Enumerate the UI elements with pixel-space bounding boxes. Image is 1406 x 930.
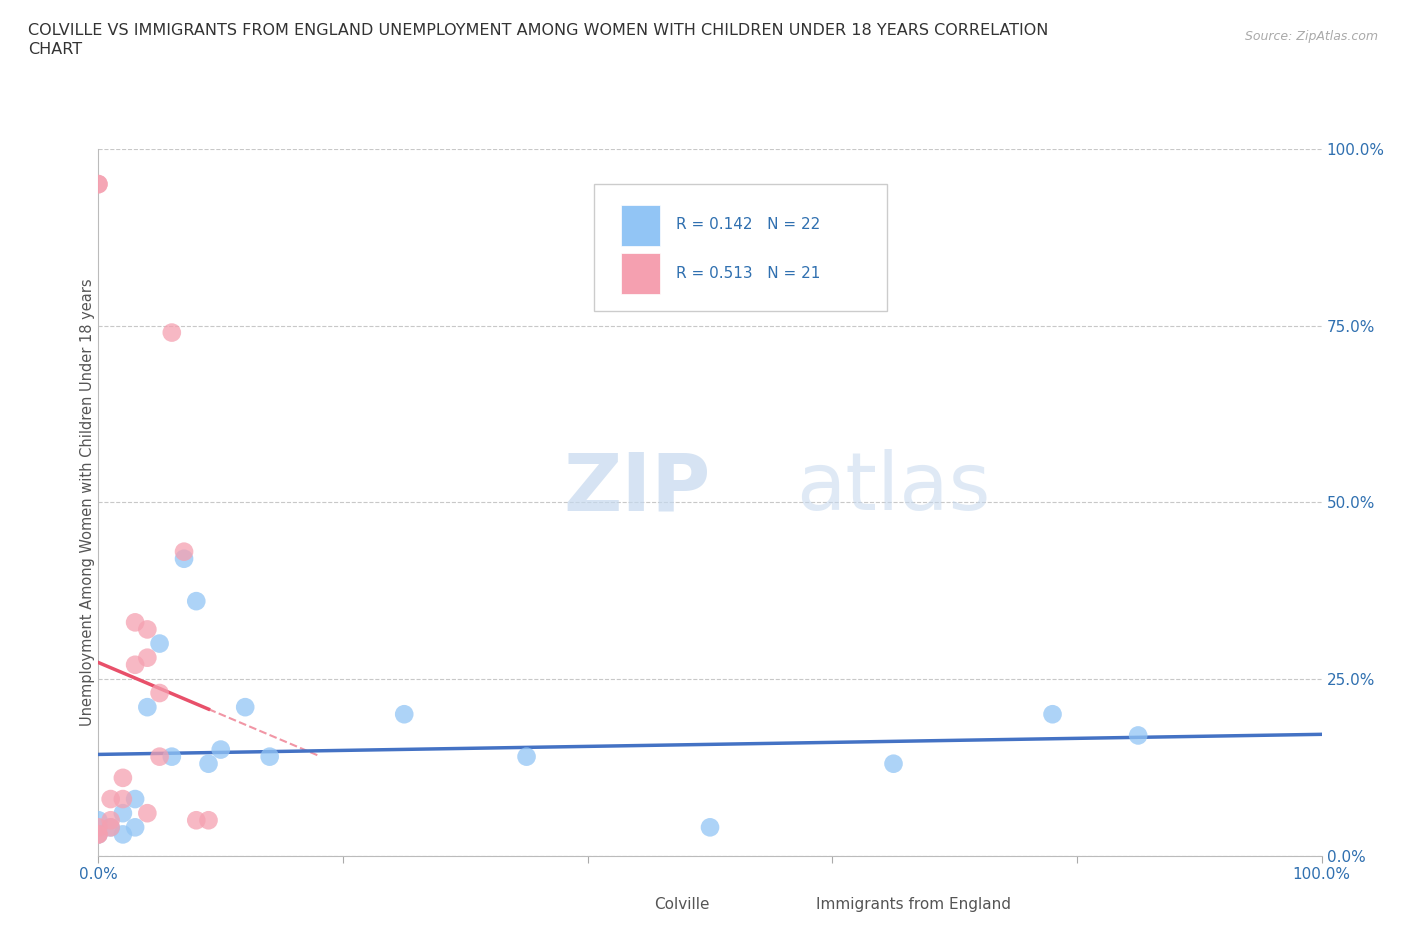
Point xyxy=(87,820,110,835)
Point xyxy=(149,636,172,651)
Point xyxy=(124,658,146,672)
FancyBboxPatch shape xyxy=(765,891,801,918)
Point xyxy=(100,791,122,806)
Point xyxy=(87,827,110,842)
Point xyxy=(186,813,208,828)
Point xyxy=(136,805,159,820)
Point xyxy=(87,827,110,842)
Text: atlas: atlas xyxy=(796,449,990,527)
Text: CHART: CHART xyxy=(28,42,82,57)
Point xyxy=(100,820,122,835)
Text: ZIP: ZIP xyxy=(564,449,710,527)
Text: R = 0.513   N = 21: R = 0.513 N = 21 xyxy=(676,266,820,281)
Point xyxy=(515,750,537,764)
Point xyxy=(136,622,159,637)
Point xyxy=(209,742,232,757)
FancyBboxPatch shape xyxy=(620,205,659,246)
Point xyxy=(883,756,905,771)
Point xyxy=(197,756,219,771)
Point xyxy=(124,615,146,630)
Point xyxy=(160,326,183,340)
Point xyxy=(186,593,208,608)
Point xyxy=(259,750,281,764)
Point xyxy=(173,544,195,559)
FancyBboxPatch shape xyxy=(606,891,643,918)
Point xyxy=(124,820,146,835)
Point xyxy=(197,813,219,828)
Y-axis label: Unemployment Among Women with Children Under 18 years: Unemployment Among Women with Children U… xyxy=(80,278,94,726)
Point xyxy=(87,177,110,192)
Point xyxy=(87,827,110,842)
Point xyxy=(111,805,134,820)
Point xyxy=(124,791,146,806)
Point xyxy=(1042,707,1064,722)
Point xyxy=(136,650,159,665)
Point xyxy=(392,707,416,722)
Point xyxy=(111,827,134,842)
Text: COLVILLE VS IMMIGRANTS FROM ENGLAND UNEMPLOYMENT AMONG WOMEN WITH CHILDREN UNDER: COLVILLE VS IMMIGRANTS FROM ENGLAND UNEM… xyxy=(28,23,1049,38)
Text: R = 0.142   N = 22: R = 0.142 N = 22 xyxy=(676,217,820,232)
Point xyxy=(233,699,256,714)
Point xyxy=(100,820,122,835)
Text: Colville: Colville xyxy=(654,897,709,912)
FancyBboxPatch shape xyxy=(593,184,887,312)
Point xyxy=(699,820,721,835)
Point xyxy=(87,813,110,828)
Point xyxy=(160,750,183,764)
Text: Source: ZipAtlas.com: Source: ZipAtlas.com xyxy=(1244,30,1378,43)
FancyBboxPatch shape xyxy=(620,253,659,294)
Point xyxy=(111,791,134,806)
Point xyxy=(173,551,195,566)
Point xyxy=(111,770,134,785)
Point xyxy=(149,750,172,764)
Point xyxy=(149,685,172,700)
Point xyxy=(136,699,159,714)
Text: Immigrants from England: Immigrants from England xyxy=(817,897,1011,912)
Point xyxy=(87,177,110,192)
Point xyxy=(1128,728,1150,743)
Point xyxy=(100,813,122,828)
